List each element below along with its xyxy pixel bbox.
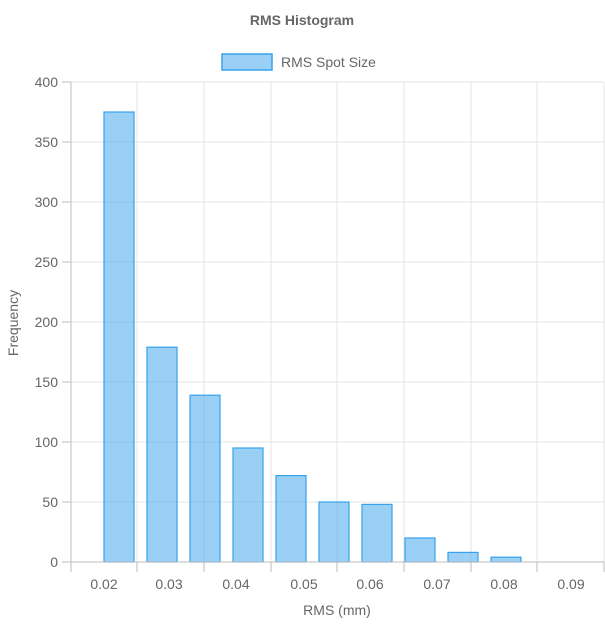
x-tick-label: 0.08 bbox=[490, 576, 517, 592]
legend-swatch[interactable] bbox=[221, 53, 273, 71]
x-tick-label: 0.09 bbox=[557, 576, 584, 592]
histogram-bar[interactable] bbox=[404, 537, 436, 563]
y-tick-label: 100 bbox=[35, 434, 59, 450]
x-axis-title: RMS (mm) bbox=[303, 602, 371, 618]
legend[interactable]: RMS Spot Size bbox=[221, 53, 376, 71]
y-tick-label: 0 bbox=[50, 554, 58, 570]
x-tick-label: 0.05 bbox=[290, 576, 317, 592]
bars-layer bbox=[103, 111, 522, 563]
axis-layer bbox=[62, 81, 605, 572]
y-tick-label: 150 bbox=[35, 374, 59, 390]
ticks-layer: 0 50 100 150 200 250 300 350 400 0.02 0.03 0.04 0.05… bbox=[35, 74, 585, 592]
histogram-bar[interactable] bbox=[232, 447, 264, 563]
y-tick-label: 250 bbox=[35, 254, 59, 270]
histogram-bar[interactable] bbox=[189, 394, 221, 563]
chart-title: RMS Histogram bbox=[250, 12, 354, 28]
x-tick-label: 0.06 bbox=[356, 576, 383, 592]
y-tick-label: 400 bbox=[35, 74, 59, 90]
y-tick-label: 300 bbox=[35, 194, 59, 210]
histogram-bar[interactable] bbox=[447, 551, 479, 563]
histogram-bar[interactable] bbox=[275, 475, 307, 563]
histogram-bar[interactable] bbox=[490, 556, 522, 563]
x-tick-label: 0.02 bbox=[90, 576, 117, 592]
x-tick-label: 0.03 bbox=[155, 576, 182, 592]
x-tick-label: 0.07 bbox=[423, 576, 450, 592]
histogram-bar[interactable] bbox=[318, 501, 350, 563]
histogram-bar[interactable] bbox=[103, 111, 135, 563]
y-tick-label: 350 bbox=[35, 134, 59, 150]
legend-label[interactable]: RMS Spot Size bbox=[281, 54, 376, 70]
histogram-bar[interactable] bbox=[361, 503, 393, 563]
x-tick-label: 0.04 bbox=[222, 576, 249, 592]
grid-layer bbox=[70, 81, 605, 563]
y-axis-title: Frequency bbox=[5, 290, 21, 356]
y-tick-label: 200 bbox=[35, 314, 59, 330]
histogram-bar[interactable] bbox=[146, 346, 178, 563]
y-tick-label: 50 bbox=[42, 494, 58, 510]
